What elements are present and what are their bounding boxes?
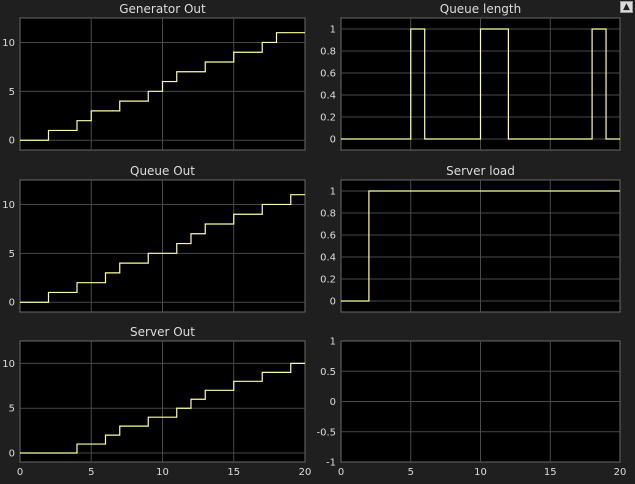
scope-axes-1: 0 5 10 Generator Out (2, 2, 306, 151)
axes-title: Server load (446, 164, 515, 178)
y-tick-label: 0 (9, 449, 15, 460)
x-tick-label: 20 (299, 467, 312, 478)
y-tick-label: 0.8 (320, 209, 336, 220)
y-tick-label: 0 (9, 136, 15, 147)
x-tick-label: 20 (614, 467, 627, 478)
x-tick-label: 0 (338, 467, 344, 478)
series-line (341, 190, 620, 302)
y-tick-label: 0.2 (320, 113, 336, 124)
y-tick-label: 10 (2, 200, 15, 211)
y-tick-label: -0.5 (316, 427, 336, 438)
axes-title: Queue length (440, 2, 522, 16)
y-tick-label: 5 (9, 404, 15, 415)
axes-title: Server Out (130, 325, 195, 339)
x-tick-label: 15 (227, 467, 240, 478)
y-tick-label: 0.4 (320, 253, 336, 264)
y-tick-label: 5 (9, 87, 15, 98)
axes-title: Queue Out (130, 164, 195, 178)
y-tick-label: 0 (330, 297, 336, 308)
y-tick-label: 0.6 (320, 69, 336, 80)
scope-axes-3: 0 5 10 Queue Out (2, 164, 306, 313)
series-line (20, 362, 305, 454)
y-tick-label: 1 (330, 25, 336, 36)
y-tick-label: -1 (326, 458, 336, 469)
y-tick-label: 0.2 (320, 275, 336, 286)
x-tick-label: 5 (88, 467, 94, 478)
scope-axes-6: -1-0.500.510 5 10 15 20 (316, 337, 626, 479)
y-tick-label: 0 (330, 135, 336, 146)
y-tick-label: 0.6 (320, 231, 336, 242)
series-line (20, 194, 305, 303)
y-tick-label: 1 (330, 187, 336, 198)
y-tick-label: 10 (2, 359, 15, 370)
scope-axes-5: 0 5 10 0 5 10 15 20 Server Out (2, 325, 311, 478)
x-tick-label: 0 (17, 467, 23, 478)
y-tick-label: 0.8 (320, 47, 336, 58)
series-line (341, 28, 620, 140)
series-line (20, 32, 305, 141)
y-tick-label: 5 (9, 249, 15, 260)
y-tick-label: 0.5 (320, 367, 336, 378)
y-tick-label: 0.4 (320, 91, 336, 102)
y-tick-label: 1 (330, 337, 336, 348)
y-tick-label: 0 (330, 397, 336, 408)
scope-axes-4: 0 0.2 0.4 0.6 0.8 1 Server load (320, 164, 621, 313)
y-tick-label: 0 (9, 298, 15, 309)
x-tick-label: 15 (544, 467, 557, 478)
y-tick-label: 10 (2, 38, 15, 49)
undock-icon[interactable]: ▲ (620, 1, 633, 13)
x-tick-label: 10 (156, 467, 169, 478)
scope-axes-2: 0 0.2 0.4 0.6 0.8 1 Queue length (320, 2, 621, 151)
x-tick-label: 5 (408, 467, 414, 478)
axes-title: Generator Out (119, 2, 206, 16)
x-tick-label: 10 (474, 467, 487, 478)
